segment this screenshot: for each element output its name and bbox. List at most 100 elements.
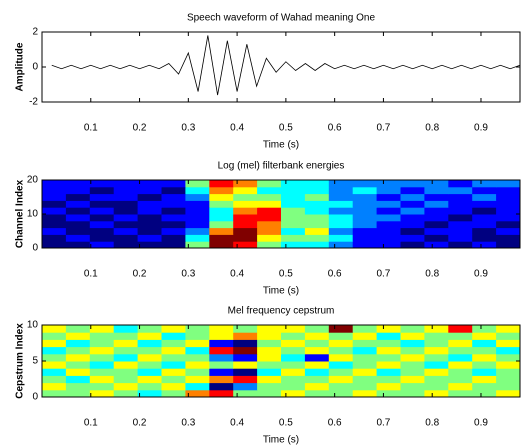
heatmap-cell bbox=[424, 353, 449, 362]
heatmap-cell bbox=[496, 332, 521, 340]
heatmap-cell bbox=[352, 234, 378, 242]
x-tick-label: 0.7 bbox=[376, 123, 390, 134]
heatmap-cell bbox=[376, 346, 401, 355]
heatmap-cell bbox=[472, 389, 497, 398]
heatmap-cell bbox=[400, 186, 425, 195]
heatmap-cell bbox=[376, 375, 401, 384]
heatmap-cell bbox=[328, 332, 354, 340]
heatmap-cell bbox=[496, 207, 521, 215]
heatmap-cell bbox=[233, 234, 258, 242]
heatmap-cell bbox=[257, 200, 282, 208]
heatmap-cell bbox=[424, 234, 449, 242]
heatmap-cell bbox=[257, 346, 282, 355]
heatmap-cell bbox=[65, 332, 91, 340]
heatmap-cell bbox=[161, 227, 186, 235]
heatmap-cell bbox=[496, 234, 521, 242]
heatmap-cell bbox=[42, 227, 67, 235]
heatmap-cell bbox=[185, 207, 210, 215]
heatmap-cell bbox=[448, 193, 473, 201]
heatmap-cell bbox=[233, 186, 258, 195]
heatmap-cell bbox=[209, 186, 234, 195]
heatmap-cell bbox=[304, 361, 330, 369]
y-tick-label: 10 bbox=[27, 209, 39, 220]
heatmap-cell bbox=[185, 241, 210, 249]
heatmap-cell bbox=[472, 200, 497, 208]
heatmap-cell bbox=[328, 368, 354, 376]
heatmap-cell bbox=[281, 346, 306, 355]
x-tick-label: 0.5 bbox=[279, 123, 293, 134]
heatmap-cell bbox=[89, 220, 115, 229]
heatmap-cell bbox=[352, 227, 378, 235]
heatmap-cell bbox=[89, 368, 115, 376]
heatmap-cell bbox=[89, 200, 115, 208]
heatmap-cell bbox=[257, 214, 282, 222]
x-axis-label: Time (s) bbox=[263, 435, 299, 446]
heatmap-cell bbox=[328, 353, 354, 362]
heatmap-cell bbox=[209, 361, 234, 369]
heatmap-cell bbox=[496, 200, 521, 208]
heatmap-cell bbox=[352, 368, 378, 376]
heatmap-cell bbox=[328, 325, 354, 333]
heatmap-cell bbox=[185, 193, 210, 201]
heatmap-cell bbox=[448, 220, 473, 229]
heatmap-cell bbox=[304, 339, 330, 348]
heatmap-cell bbox=[424, 180, 449, 188]
heatmap-cell bbox=[89, 346, 115, 355]
heatmap-cell bbox=[65, 200, 91, 208]
heatmap-cell bbox=[113, 200, 139, 208]
heatmap-cell bbox=[400, 227, 425, 235]
heatmap-cell bbox=[376, 227, 401, 235]
heatmap-cell bbox=[352, 186, 378, 195]
heatmap-cell bbox=[65, 227, 91, 235]
heatmap-cell bbox=[472, 339, 497, 348]
heatmap-cell bbox=[65, 325, 91, 333]
heatmap-cell bbox=[65, 368, 91, 376]
heatmap-cell bbox=[400, 353, 425, 362]
heatmap-cell bbox=[376, 353, 401, 362]
heatmap-cell bbox=[472, 220, 497, 229]
heatmap-cell bbox=[496, 361, 521, 369]
heatmap-cell bbox=[376, 382, 401, 391]
heatmap-cell bbox=[209, 200, 234, 208]
heatmap-cell bbox=[113, 180, 139, 188]
heatmap-cell bbox=[65, 214, 91, 222]
heatmap-cell bbox=[352, 353, 378, 362]
heatmap-cell bbox=[424, 332, 449, 340]
heatmap-cell bbox=[448, 214, 473, 222]
heatmap-cell bbox=[185, 353, 210, 362]
heatmap-cell bbox=[448, 353, 473, 362]
heatmap-cell bbox=[42, 375, 67, 384]
x-tick-label: 0.5 bbox=[279, 269, 293, 280]
heatmap-cell bbox=[352, 180, 378, 188]
heatmap-cell bbox=[89, 382, 115, 391]
heatmap-cell bbox=[185, 220, 210, 229]
heatmap-cell bbox=[281, 325, 306, 333]
heatmap-cell bbox=[281, 368, 306, 376]
heatmap-cell bbox=[233, 368, 258, 376]
heatmap-cell bbox=[281, 227, 306, 235]
heatmap-cell bbox=[400, 382, 425, 391]
heatmap-cell bbox=[472, 186, 497, 195]
heatmap-cell bbox=[233, 361, 258, 369]
heatmap-cell bbox=[400, 375, 425, 384]
x-tick-label: 0.3 bbox=[181, 123, 195, 134]
heatmap-cell bbox=[472, 214, 497, 222]
heatmap-cell bbox=[281, 193, 306, 201]
chart-title: Speech waveform of Wahad meaning One bbox=[187, 13, 376, 24]
heatmap-cell bbox=[304, 193, 330, 201]
heatmap-cell bbox=[257, 332, 282, 340]
heatmap-cell bbox=[352, 220, 378, 229]
heatmap-cell bbox=[448, 241, 473, 249]
heatmap-cell bbox=[209, 180, 234, 188]
heatmap-cell bbox=[352, 214, 378, 222]
heatmap-cell bbox=[233, 382, 258, 391]
heatmap-cell bbox=[328, 227, 354, 235]
heatmap-cell bbox=[42, 346, 67, 355]
heatmap-cell bbox=[328, 186, 354, 195]
heatmap-cell bbox=[376, 325, 401, 333]
heatmap-cell bbox=[161, 325, 186, 333]
y-tick-label: 5 bbox=[32, 356, 38, 367]
heatmap-cell bbox=[328, 361, 354, 369]
heatmap-cell bbox=[304, 389, 330, 398]
